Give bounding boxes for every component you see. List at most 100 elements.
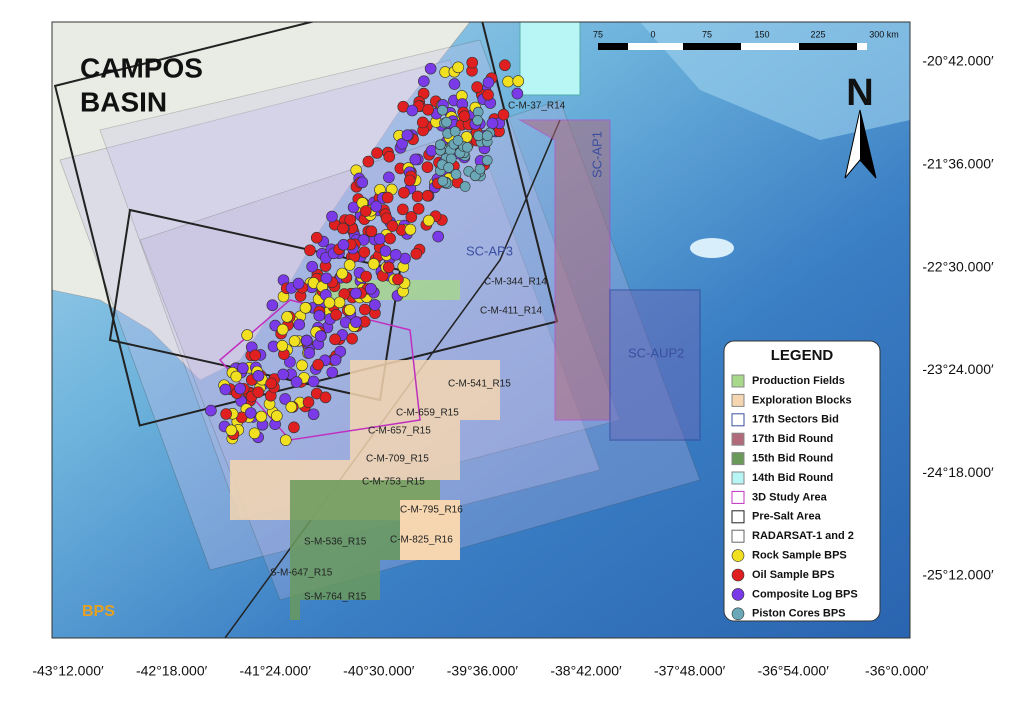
lon-label: -36°54.000′ (758, 663, 830, 679)
legend-label: 17th Bid Round (752, 433, 833, 445)
sample-point (365, 225, 378, 238)
lon-label: -43°12.000′ (32, 663, 104, 679)
block-label: SC-AP3 (466, 243, 513, 258)
sample-point (234, 382, 246, 395)
legend-swatch (731, 588, 745, 601)
map-frame (52, 22, 910, 638)
legend-label: 15th Bid Round (752, 453, 833, 465)
sample-point (265, 377, 277, 390)
legend-label: Pre-Salt Area (752, 511, 822, 523)
sample-point (404, 223, 417, 236)
sample-point (329, 354, 342, 366)
legend-label: RADARSAT-1 and 2 (752, 530, 854, 542)
sample-point (329, 333, 341, 346)
sample-point (336, 267, 348, 280)
sample-point (220, 408, 232, 420)
north-arrow (860, 110, 876, 178)
sample-point (313, 309, 326, 322)
lon-label: -37°48.000′ (654, 663, 726, 679)
legend-swatch (731, 490, 745, 504)
legend-label: Rock Sample BPS (752, 550, 847, 562)
sample-point (326, 366, 339, 379)
block-label: C-M-657_R15 (368, 426, 431, 437)
legend-swatch (731, 393, 745, 407)
sample-point (381, 191, 394, 204)
shallow (640, 22, 910, 140)
piston-core (482, 130, 493, 141)
lat-label: -25°12.000′ (922, 567, 994, 583)
sample-point (343, 259, 356, 271)
sample-point (405, 211, 418, 223)
sample-point (249, 349, 262, 362)
piston-core (441, 116, 452, 128)
block-label: C-M-659_R15 (396, 408, 459, 419)
sample-point (277, 368, 289, 381)
sample-point (255, 410, 268, 423)
piston-core (452, 135, 464, 146)
sample-point (424, 62, 437, 75)
sample-point (497, 108, 510, 121)
sample-point (406, 104, 419, 117)
north-label: N (846, 72, 873, 114)
legend-label: 3D Study Area (752, 491, 828, 503)
sample-point (304, 244, 316, 257)
sample-point (281, 311, 293, 323)
sample-point (337, 239, 350, 251)
sample-point (276, 323, 289, 336)
sample-point (404, 174, 416, 187)
sample-point (252, 369, 265, 382)
map-title: CAMPOS (80, 52, 203, 83)
block-label: C-M-411_R14 (480, 306, 542, 317)
sector-bid-17 (609, 289, 701, 441)
legend-swatch (731, 452, 745, 466)
piston-core (459, 181, 471, 192)
sample-point (398, 186, 410, 199)
block-label: C-M-753_R15 (362, 477, 425, 488)
sample-point (410, 248, 423, 260)
legend-swatch (731, 510, 745, 524)
sample-point (386, 220, 399, 232)
sample-point (422, 214, 435, 227)
sample-point (448, 78, 461, 90)
sample-point (502, 75, 514, 88)
sample-point (383, 150, 396, 163)
sample-point (401, 129, 414, 142)
sample-point (466, 56, 479, 69)
sample-point (288, 421, 300, 434)
legend-label: 17th Sectors Bid (752, 414, 839, 426)
sample-point (333, 296, 346, 309)
lon-label: -41°24.000′ (240, 663, 312, 679)
lon-label: -38°42.000′ (550, 663, 622, 679)
sample-point (382, 261, 395, 274)
block-label: C-M-344_R14 (484, 277, 547, 288)
piston-core (434, 139, 446, 151)
block-label: S-M-764_R15 (304, 592, 367, 603)
sample-point (285, 401, 298, 413)
sample-point (299, 302, 312, 314)
block-label: C-M-709_R15 (366, 454, 429, 465)
sample-point (383, 171, 395, 184)
lat-label: -22°30.000′ (922, 258, 994, 274)
sample-point (310, 231, 323, 244)
sample-point (266, 299, 279, 312)
scale-label: 300 km (869, 29, 899, 39)
sample-point (320, 272, 333, 285)
sample-point (225, 424, 238, 437)
sample-point (307, 375, 320, 388)
piston-core (437, 104, 448, 116)
sample-point (337, 222, 349, 235)
sample-point (326, 210, 338, 223)
sample-point (418, 75, 430, 88)
piston-core (443, 162, 454, 173)
block-label: S-M-647_R15 (270, 568, 333, 579)
sample-point (412, 202, 425, 215)
sample-point (360, 205, 372, 217)
map-title: BASIN (80, 86, 167, 117)
seamount (690, 238, 734, 258)
legend-label: Production Fields (752, 375, 845, 387)
lat-label: -23°24.000′ (922, 361, 994, 377)
logo: BPS (82, 603, 115, 620)
sample-point (422, 103, 434, 116)
sample-point (482, 76, 495, 89)
